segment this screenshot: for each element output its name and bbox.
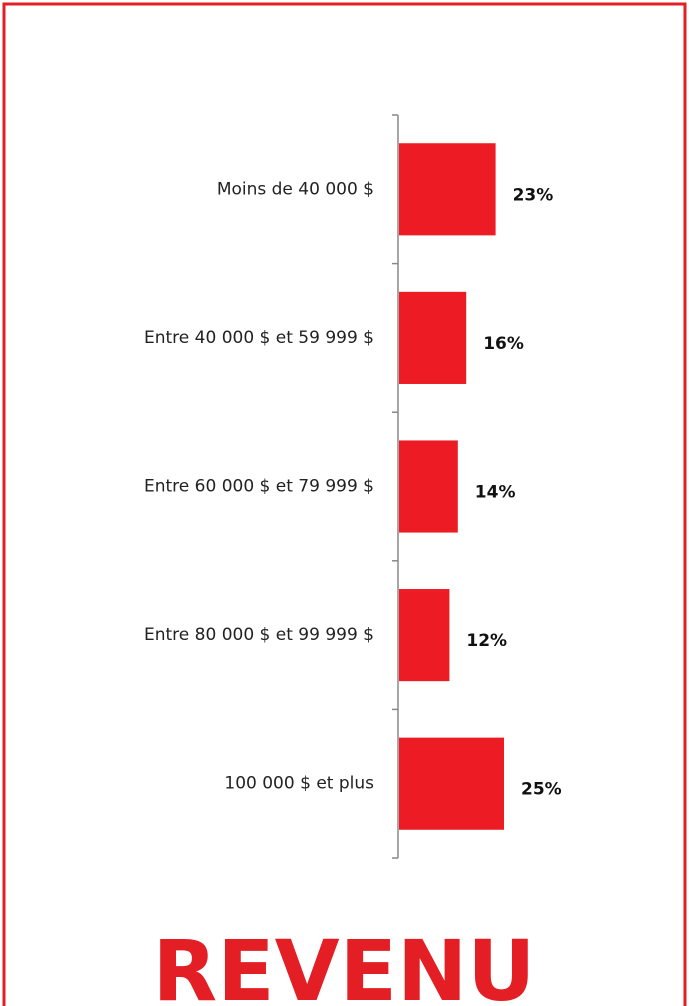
category-label: Entre 60 000 $ et 79 999 $ (144, 477, 374, 497)
bar (399, 589, 450, 682)
bar (399, 291, 467, 384)
category-label: Entre 40 000 $ et 59 999 $ (144, 328, 374, 348)
category-label: 100 000 $ et plus (224, 774, 374, 794)
value-label: 16% (483, 334, 524, 354)
bar (399, 440, 458, 533)
bar (399, 143, 496, 236)
bar (399, 737, 504, 830)
value-label: 14% (475, 483, 516, 503)
category-label: Moins de 40 000 $ (217, 179, 374, 199)
category-label: Entre 80 000 $ et 99 999 $ (144, 625, 374, 645)
value-label: 23% (513, 185, 554, 205)
chart-title: REVENU (153, 922, 536, 1006)
value-label: 12% (466, 631, 507, 651)
value-label: 25% (521, 780, 562, 800)
